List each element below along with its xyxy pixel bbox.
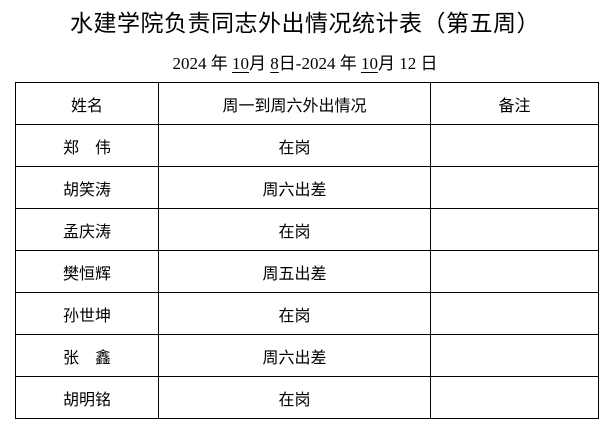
header-note: 备注 xyxy=(430,82,599,125)
cell-note xyxy=(430,376,599,419)
end-month: 10 xyxy=(360,54,378,73)
cell-status: 在岗 xyxy=(158,376,431,419)
cell-status: 周六出差 xyxy=(158,166,431,209)
cell-note xyxy=(430,124,599,167)
cell-note xyxy=(430,334,599,377)
header-name: 姓名 xyxy=(15,82,159,125)
page-title: 水建学院负责同志外出情况统计表（第五周） xyxy=(70,11,540,37)
year-char: 年 xyxy=(210,54,228,73)
day-char: 日 xyxy=(420,54,438,73)
table-row: 樊恒辉 周五出差 xyxy=(15,250,599,293)
cell-note xyxy=(430,250,599,293)
table-row: 张 鑫周六出差 xyxy=(15,334,599,377)
cell-name: 胡笑涛 xyxy=(15,166,159,209)
cell-name: 郑 伟 xyxy=(15,124,159,167)
cell-name: 张 鑫 xyxy=(15,334,159,377)
start-day: 8 xyxy=(270,54,279,73)
header-status: 周一到周六外出情况 xyxy=(158,82,431,125)
start-month: 10 xyxy=(232,54,250,73)
cell-name: 胡明铭 xyxy=(15,376,159,419)
date-range: 2024 年 10月 8日-2024 年 10月 12 日 xyxy=(0,49,610,74)
cell-name: 孟庆涛 xyxy=(15,208,159,251)
year-char: 年 xyxy=(339,54,357,73)
attendance-table: 姓名 周一到周六外出情况 备注 郑 伟在岗 胡笑涛 周六出差 孟庆涛 在岗 樊恒辉 周五出差… xyxy=(15,82,599,419)
cell-status: 在岗 xyxy=(158,208,431,251)
month-char: 月 xyxy=(249,54,267,73)
table-row: 孟庆涛 在岗 xyxy=(15,208,599,251)
table-row: 郑 伟在岗 xyxy=(15,124,599,167)
cell-name: 孙世坤 xyxy=(15,292,159,335)
cell-note xyxy=(430,292,599,335)
table-row: 孙世坤 在岗 xyxy=(15,292,599,335)
date-separator: - xyxy=(295,54,302,73)
cell-status: 周五出差 xyxy=(158,250,431,293)
start-year: 2024 xyxy=(172,54,207,73)
cell-name: 樊恒辉 xyxy=(15,250,159,293)
table-row: 胡明铭 在岗 xyxy=(15,376,599,419)
cell-note xyxy=(430,166,599,209)
cell-status: 周六出差 xyxy=(158,334,431,377)
end-year: 2024 xyxy=(301,54,336,73)
cell-status: 在岗 xyxy=(158,292,431,335)
table-row: 胡笑涛 周六出差 xyxy=(15,166,599,209)
day-char: 日 xyxy=(278,54,296,73)
end-day: 12 xyxy=(399,54,417,73)
cell-note xyxy=(430,208,599,251)
cell-status: 在岗 xyxy=(158,124,431,167)
table-header-row: 姓名 周一到周六外出情况 备注 xyxy=(15,82,599,125)
month-char: 月 xyxy=(377,54,395,73)
